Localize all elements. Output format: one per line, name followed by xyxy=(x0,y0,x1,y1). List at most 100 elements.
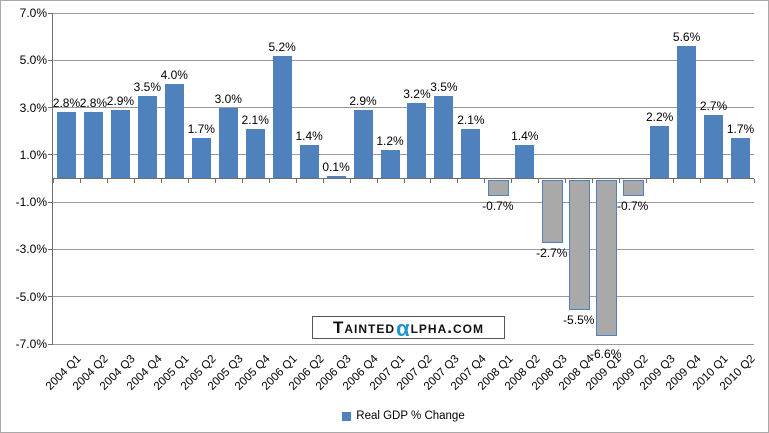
bar-2004-q2 xyxy=(83,112,103,179)
category-axis-tick xyxy=(754,178,755,183)
bar-2007-q3 xyxy=(434,95,454,179)
y-axis-tick xyxy=(48,201,53,203)
category-axis-tick xyxy=(619,178,621,183)
bar-2009-q2 xyxy=(623,179,645,197)
bar-2008-q4 xyxy=(569,179,591,310)
bar-data-label: -2.7% xyxy=(536,246,568,261)
bar-data-label: 1.7% xyxy=(726,122,755,137)
bar-2008-q1 xyxy=(488,179,510,197)
y-axis-tick xyxy=(48,107,53,109)
category-axis-tick xyxy=(53,178,54,183)
bar-2004-q3 xyxy=(110,109,130,179)
category-axis-tick xyxy=(295,178,297,183)
bar-data-label: 2.7% xyxy=(699,98,728,113)
bar-data-label: 2.9% xyxy=(106,93,135,108)
bar-2007-q1 xyxy=(380,150,400,179)
bar-data-label: 4.0% xyxy=(160,67,188,82)
bar-2009-q3 xyxy=(650,126,670,179)
category-axis-tick xyxy=(592,178,594,183)
bar-2006-q4 xyxy=(353,109,373,179)
y-axis-tick-label: -7.0% xyxy=(15,337,47,351)
gridline xyxy=(53,248,754,250)
bar-data-label: 0.1% xyxy=(322,160,350,175)
bar-data-label: -0.7% xyxy=(616,199,649,214)
bar-2005-q1 xyxy=(164,83,184,179)
bar-data-label: 2.2% xyxy=(645,110,674,125)
category-axis-tick xyxy=(187,178,189,183)
bar-2009-q1 xyxy=(596,179,618,336)
bar-2010-q1 xyxy=(704,114,724,179)
y-axis-tick-label: -3.0% xyxy=(15,242,47,257)
bar-data-label: 3.5% xyxy=(430,79,458,94)
legend: Real GDP % Change xyxy=(53,410,754,422)
bar-2006-q3 xyxy=(326,176,346,179)
category-axis-tick xyxy=(322,178,324,183)
legend-label: Real GDP % Change xyxy=(356,410,465,422)
category-axis-tick xyxy=(349,178,351,183)
category-axis-tick xyxy=(241,178,243,183)
bar-data-label: 3.2% xyxy=(403,86,431,101)
category-axis-tick xyxy=(268,178,270,183)
bar-data-label: 1.4% xyxy=(511,129,539,144)
bar-2007-q4 xyxy=(461,128,481,179)
plot-area: 2.8% 2.8% 2.9% 3.5% 4.0% 1.7% 3.0% 2.1% 5.2% 1.4%… xyxy=(48,12,755,361)
watermark-text-left: Tainted xyxy=(333,318,396,337)
category-axis-tick xyxy=(700,178,702,183)
gridline xyxy=(53,12,754,14)
bar-data-label: 2.8% xyxy=(79,96,108,111)
bar-2006-q2 xyxy=(299,145,319,179)
category-axis-tick xyxy=(376,178,378,183)
bar-2005-q2 xyxy=(191,138,211,179)
y-axis-tick xyxy=(48,12,53,14)
bar-data-label: 3.5% xyxy=(133,79,162,94)
bar-2007-q2 xyxy=(407,102,427,179)
bar-2008-q2 xyxy=(515,145,535,179)
category-axis-tick xyxy=(133,178,135,183)
bar-2009-q4 xyxy=(677,46,697,179)
category-axis-tick xyxy=(511,178,513,183)
bar-2006-q1 xyxy=(272,55,292,179)
bar-2004-q4 xyxy=(137,95,157,179)
bar-2005-q4 xyxy=(245,128,265,179)
watermark-box: Tainted α lpha.com xyxy=(312,316,505,339)
bar-data-label: 2.1% xyxy=(241,112,269,127)
gridline xyxy=(53,343,754,345)
y-axis-tick xyxy=(48,296,53,298)
bar-data-label: 2.9% xyxy=(349,93,377,108)
bar-2008-q3 xyxy=(542,179,564,244)
category-axis-tick xyxy=(565,178,567,183)
gridline xyxy=(53,59,754,61)
y-axis-tick xyxy=(48,248,53,250)
y-axis-line xyxy=(52,13,53,344)
gridline xyxy=(53,296,754,298)
y-axis-tick-label: 3.0% xyxy=(19,100,47,115)
bar-data-label: 2.1% xyxy=(457,112,485,127)
category-axis-tick xyxy=(79,178,81,183)
bar-data-label: 1.7% xyxy=(187,122,215,137)
bar-data-label: 5.6% xyxy=(672,30,701,45)
bar-data-label: -0.7% xyxy=(482,199,514,214)
bar-data-label: 3.0% xyxy=(214,91,242,106)
y-axis-tick-label: 5.0% xyxy=(19,53,47,68)
y-axis-tick-label: -5.0% xyxy=(15,289,47,304)
category-axis-tick xyxy=(646,178,648,183)
category-axis-tick xyxy=(673,178,675,183)
bar-2004-q1 xyxy=(56,112,76,179)
y-axis-tick-label: -1.0% xyxy=(15,195,47,210)
bar-data-label: -5.5% xyxy=(563,312,595,327)
gridline xyxy=(53,154,754,156)
bar-data-label: 1.2% xyxy=(376,134,404,149)
y-axis-tick-label: 1.0% xyxy=(19,147,47,162)
category-axis-tick xyxy=(538,178,540,183)
category-axis-tick xyxy=(457,178,459,183)
watermark-text-right: lpha.com xyxy=(410,318,484,337)
legend-swatch-icon xyxy=(342,411,352,421)
category-axis-tick xyxy=(727,178,729,183)
category-axis-tick xyxy=(214,178,216,183)
bar-data-label: 5.2% xyxy=(268,39,296,54)
category-axis-tick xyxy=(403,178,405,183)
y-axis-tick xyxy=(48,154,53,156)
category-axis-tick xyxy=(106,178,108,183)
y-axis-tick xyxy=(48,343,53,345)
